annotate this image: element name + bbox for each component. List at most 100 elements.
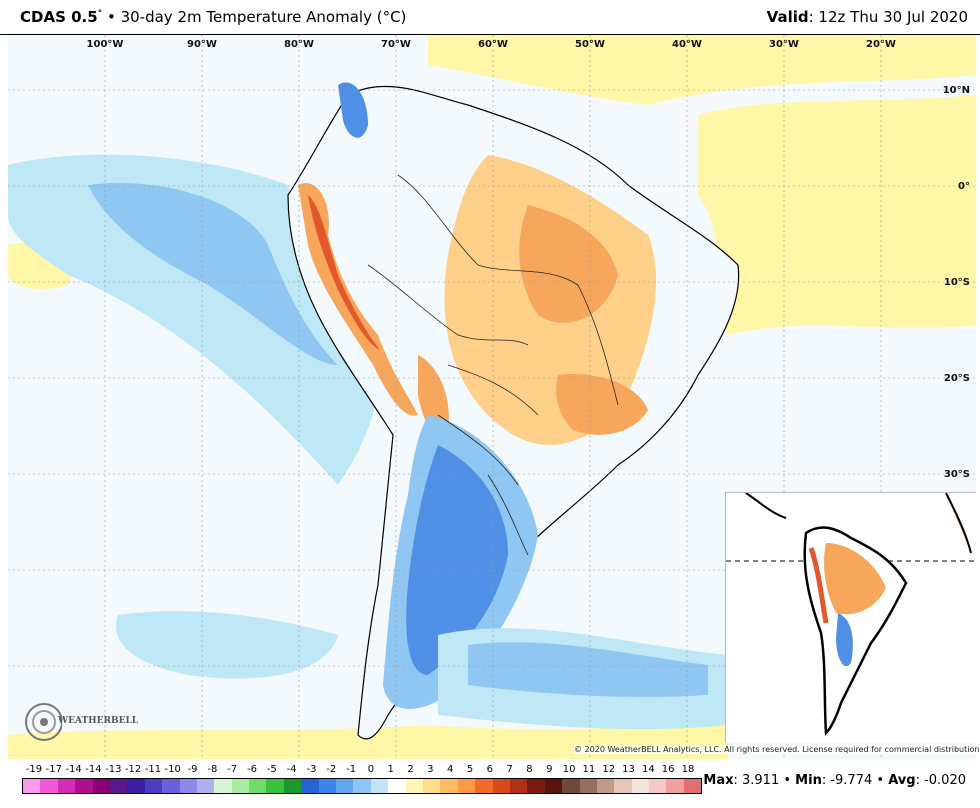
warm-band-atlantic <box>698 95 976 335</box>
inset-warm-area <box>824 543 886 615</box>
cold-anomaly-colombia <box>338 82 368 138</box>
colorbar-cell <box>683 779 702 793</box>
colorbar-cell <box>214 779 232 793</box>
colorbar <box>22 778 702 794</box>
colorbar-cell <box>422 779 441 793</box>
latitude-labels: 10°N 0° 10°S 20°S 30°S <box>943 85 970 480</box>
lat-label: 10°S <box>944 277 970 288</box>
colorbar-label: 18 <box>681 764 695 775</box>
cool-core-south-atlantic <box>468 642 708 697</box>
lon-label: 90°W <box>187 39 217 50</box>
colorbar-cell <box>57 779 76 793</box>
colorbar-label: 2 <box>407 764 414 775</box>
colorbar-label: 13 <box>622 764 635 775</box>
colorbar-label: 10 <box>562 764 576 775</box>
warm-core-brazil <box>519 205 618 323</box>
map-title: CDAS 0.5° • 30-day 2m Temperature Anomal… <box>20 8 406 26</box>
colorbar-cell <box>353 779 371 793</box>
inset-cold-area <box>836 613 853 667</box>
colorbar-label: -5 <box>266 764 277 775</box>
valid-label: Valid <box>766 8 809 26</box>
colorbar-cell <box>318 779 337 793</box>
colorbar-label: -2 <box>326 764 337 775</box>
colorbar-cell <box>231 779 250 793</box>
lat-label: 0° <box>958 181 970 192</box>
weatherbell-logo: WEATHERBELL <box>22 700 138 744</box>
inset-africa <box>945 492 972 554</box>
colorbar-cell <box>162 779 180 793</box>
colorbar-label: 16 <box>661 764 675 775</box>
colorbar-label: -1 <box>346 764 357 775</box>
colorbar-cell <box>179 779 197 793</box>
longitude-labels: 100°W 90°W 80°W 70°W 60°W 50°W 40°W 30°W… <box>87 39 896 50</box>
colorbar-cell <box>614 779 632 793</box>
field-statistics: Max: 3.911 • Min: -9.774 • Avg: -0.020 <box>703 773 966 788</box>
colorbar-cell <box>127 779 145 793</box>
colorbar-label: -8 <box>207 764 218 775</box>
colorbar-label: 1 <box>387 764 394 775</box>
colorbar-cell <box>509 779 528 793</box>
title-separator: • <box>106 8 116 26</box>
colorbar-cell <box>75 779 93 793</box>
colorbar-label: 4 <box>446 764 454 775</box>
cool-patch-southeast-pacific <box>116 611 338 679</box>
colorbar-cell <box>388 779 406 793</box>
colorbar-label: -12 <box>124 764 142 775</box>
colorbar-cell <box>666 779 684 793</box>
inset-hot-andes <box>808 547 829 624</box>
colorbar-label: -19 <box>25 764 43 775</box>
colorbar-cell <box>475 779 493 793</box>
lon-label: 40°W <box>672 39 702 50</box>
colorbar-cell <box>23 779 41 793</box>
valid-time: Valid: 12z Thu 30 Jul 2020 <box>767 8 968 26</box>
colorbar-label: -14 <box>85 764 102 775</box>
colorbar-cell <box>40 779 58 793</box>
lat-label: 30°S <box>944 469 970 480</box>
colorbar-label: 9 <box>546 764 553 775</box>
stats-separator: • <box>779 773 796 788</box>
colorbar-cell <box>544 779 563 793</box>
stats-separator: • <box>872 773 889 788</box>
anomaly-map: 100°W 90°W 80°W 70°W 60°W 50°W 40°W 30°W… <box>8 35 976 759</box>
lon-label: 100°W <box>87 39 124 50</box>
colorbar-cell <box>370 779 389 793</box>
cool-band-pacific <box>8 154 378 485</box>
colorbar-label: 7 <box>506 764 513 775</box>
avg-label: Avg <box>888 773 916 788</box>
colorbar-cell <box>562 779 580 793</box>
colorbar-cell <box>579 779 597 793</box>
degree-mark: ° <box>97 9 103 19</box>
colorbar-label: 0 <box>367 764 375 775</box>
colorbar-label: 8 <box>526 764 533 775</box>
colorbar-cell <box>144 779 163 793</box>
colorbar-label: -10 <box>164 764 181 775</box>
colorbar-label: -3 <box>306 764 317 775</box>
colorbar-cell <box>283 779 302 793</box>
colorbar-label: 6 <box>486 764 493 775</box>
lon-label: 60°W <box>478 39 508 50</box>
colorbar-cell <box>336 779 354 793</box>
colorbar-cell <box>457 779 476 793</box>
colorbar-label: -7 <box>227 764 238 775</box>
colorbar-cell <box>109 779 128 793</box>
colorbar-labels: -19 -17 -14 -14 -13 -12 -11 -10 -9 -8 -7 -6 -5 -4 -3 -2… <box>22 764 702 778</box>
lon-label: 80°W <box>284 39 314 50</box>
country-borders <box>367 174 619 556</box>
colorbar-label: -11 <box>144 764 162 775</box>
valid-time-value: : 12z Thu 30 Jul 2020 <box>808 8 968 26</box>
model-name: CDAS 0.5 <box>20 8 98 26</box>
cold-core-argentina <box>406 445 508 675</box>
colorbar-label: 11 <box>582 764 596 775</box>
lon-label: 20°W <box>866 39 896 50</box>
colorbar-label: 5 <box>466 764 474 775</box>
lat-label: 10°N <box>943 85 970 96</box>
colorbar-cell <box>631 779 650 793</box>
lat-label: 20°S <box>944 373 970 384</box>
max-label: Max <box>703 773 734 788</box>
colorbar-label: -9 <box>187 764 198 775</box>
logo-swirl-icon <box>25 703 63 741</box>
avg-value: : -0.020 <box>915 773 966 788</box>
color-legend: -19 -17 -14 -14 -13 -12 -11 -10 -9 -8 -7 -6 -5 -4 -3 -2… <box>22 764 702 804</box>
colorbar-label: 14 <box>641 764 655 775</box>
logo-text: WEATHERBELL <box>58 716 139 726</box>
